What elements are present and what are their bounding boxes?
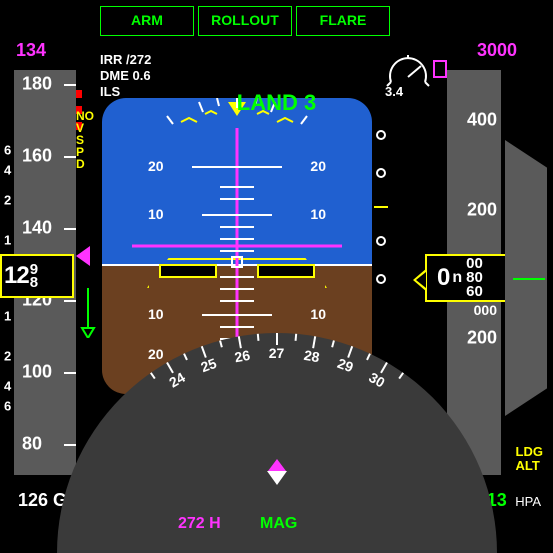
glideslope-scale xyxy=(376,130,388,284)
gs-dot xyxy=(376,168,386,178)
speed-tick xyxy=(64,372,76,374)
aircraft-wing-left xyxy=(159,264,217,278)
pitch-line-minor xyxy=(220,250,254,252)
pitch-line-minor xyxy=(220,198,254,200)
pitch-line-minor xyxy=(220,300,254,302)
nav-dme: DME 0.6 xyxy=(100,68,151,84)
pitch-label: 20 xyxy=(148,346,164,362)
speed-tick xyxy=(64,300,76,302)
heading-tick-minor xyxy=(366,353,371,360)
gs-dot xyxy=(376,274,386,284)
flight-mode-annunciator: ARM ROLLOUT FLARE xyxy=(100,6,390,36)
altitude-bug-outline xyxy=(433,60,447,78)
landing-alt-label: LDG ALT xyxy=(516,445,543,473)
altitude-readout: 0 n 00 80 60 xyxy=(425,254,511,302)
aircraft-symbol xyxy=(231,255,243,273)
altitude-tick-label: 400 xyxy=(467,110,497,131)
flight-director-horizontal xyxy=(132,245,342,248)
heading-label: 30 xyxy=(366,369,387,391)
vsi-needle xyxy=(513,278,545,280)
pitch-label: 20 xyxy=(310,158,326,174)
heading-label: 27 xyxy=(269,345,285,361)
land-annunciation: LAND 3 xyxy=(237,90,316,116)
heading-tick-minor xyxy=(183,353,188,360)
selected-heading: 272 H xyxy=(178,515,221,533)
heading-tick xyxy=(237,336,241,348)
pitch-label: 20 xyxy=(148,158,164,174)
pitch-line-minor xyxy=(220,186,254,188)
heading-mag-label: MAG xyxy=(260,515,297,533)
pitch-label: 10 xyxy=(310,306,326,322)
gs-center-mark xyxy=(374,206,388,208)
no-vspd-flag: NO V S P D xyxy=(76,110,94,170)
altitude-pointer-icon xyxy=(413,268,427,292)
heading-label: 24 xyxy=(166,369,187,391)
heading-tick xyxy=(347,346,353,358)
speed-tick xyxy=(64,444,76,446)
track-value: 3.4 xyxy=(385,84,403,99)
pitch-line-minor xyxy=(220,238,254,240)
selected-altitude: 3000 xyxy=(477,40,517,61)
heading-tick xyxy=(276,333,278,345)
heading-lubber-icon xyxy=(267,471,287,485)
track-gauge: 3.4 xyxy=(385,54,431,100)
heading-tick xyxy=(380,362,388,373)
heading-label: 26 xyxy=(233,347,251,365)
pitch-line-minor xyxy=(220,226,254,228)
speed-tick xyxy=(64,84,76,86)
nav-ident: IRR /272 xyxy=(100,52,151,68)
altitude-thousands: 0 xyxy=(437,264,450,292)
vertical-speed-indicator xyxy=(505,140,547,416)
baro-unit: HPA xyxy=(515,494,541,509)
heading-label: 28 xyxy=(302,347,320,365)
pitch-line-minor xyxy=(220,276,254,278)
pitch-line xyxy=(192,166,282,168)
primary-flight-display: { "fma": {"col1": "ARM", "col2": "ROLLOU… xyxy=(0,0,553,553)
heading-tick-minor xyxy=(149,372,155,379)
pitch-line-minor xyxy=(220,288,254,290)
heading-bug-icon xyxy=(268,459,286,471)
heading-tick xyxy=(166,362,174,373)
fma-column-1: ARM xyxy=(100,6,194,36)
speed-tick-label: 80 xyxy=(22,434,42,455)
pitch-line xyxy=(202,214,272,216)
heading-tick-minor xyxy=(219,340,223,347)
heading-tick xyxy=(312,336,316,348)
speed-tick xyxy=(64,228,76,230)
pitch-line-minor xyxy=(220,326,254,328)
altitude-tick-label: 200 xyxy=(467,328,497,349)
pitch-label: 10 xyxy=(310,206,326,222)
speed-tick-label: 180 xyxy=(22,74,52,95)
heading-tick-minor xyxy=(331,340,335,347)
aircraft-center-box xyxy=(231,256,243,268)
heading-tick-minor xyxy=(398,372,404,379)
gs-dot xyxy=(376,236,386,246)
pitch-label: 10 xyxy=(148,206,164,222)
heading-tick xyxy=(200,346,206,358)
gs-dot xyxy=(376,130,386,140)
speed-readout-drum: 9 8 xyxy=(30,263,38,289)
pitch-label: 10 xyxy=(148,306,164,322)
aircraft-wing-right xyxy=(257,264,315,278)
heading-label: 25 xyxy=(198,355,218,375)
selected-speed: 134 xyxy=(16,40,46,61)
heading-tick-minor xyxy=(294,334,297,341)
fma-column-3: FLARE xyxy=(296,6,390,36)
fma-column-2: ROLLOUT xyxy=(198,6,292,36)
pitch-line xyxy=(202,314,272,316)
speed-readout: 12 9 8 xyxy=(0,254,74,298)
speed-readout-major: 12 xyxy=(4,262,29,290)
altitude-drum: 00 80 60 xyxy=(466,257,483,299)
heading-label: 29 xyxy=(335,355,355,375)
heading-tick-minor xyxy=(256,334,259,341)
speed-bug xyxy=(76,246,90,266)
nav-info: IRR /272 DME 0.6 ILS xyxy=(100,52,151,100)
